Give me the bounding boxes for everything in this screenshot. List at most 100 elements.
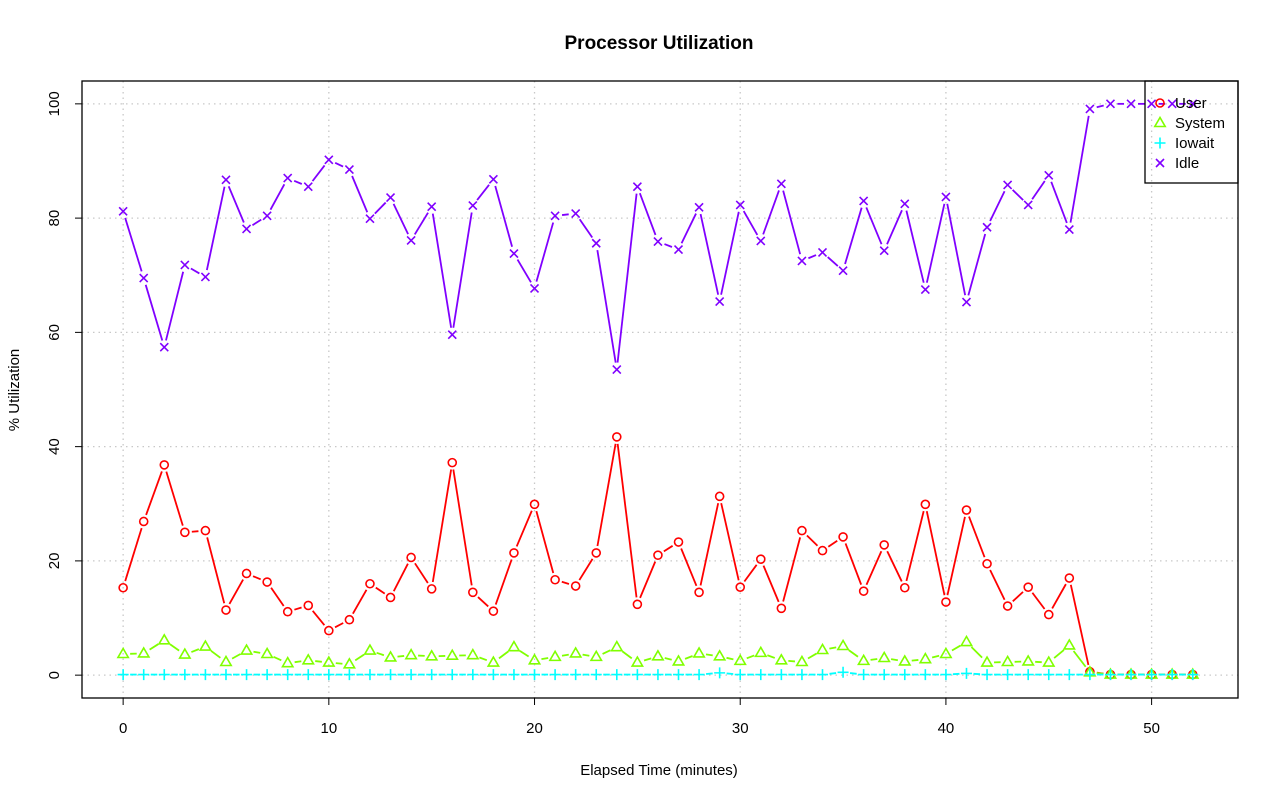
system-point — [178, 647, 192, 659]
user-line-segment — [616, 443, 638, 598]
system-point — [404, 648, 418, 660]
user-point — [365, 578, 375, 589]
idle-point — [180, 260, 190, 270]
system-line-segment — [253, 650, 261, 654]
system-point — [651, 649, 665, 661]
iowait-point — [241, 669, 253, 681]
idle-point — [920, 284, 930, 295]
user-line-segment — [1031, 592, 1046, 610]
idle-point — [776, 179, 786, 189]
idle-line-segment — [452, 212, 473, 328]
idle-point — [1147, 99, 1157, 109]
iowait-point — [1063, 669, 1075, 681]
iowait-point — [529, 669, 541, 681]
user-line-segment — [494, 559, 513, 605]
idle-line-segment — [124, 217, 143, 272]
user-line-segment — [392, 563, 409, 592]
system-point — [445, 648, 459, 661]
system-point — [1021, 654, 1035, 666]
system-point — [383, 650, 398, 662]
idle-line-segment — [946, 203, 967, 296]
user-line-segment — [228, 579, 244, 605]
x-tick-label: 30 — [732, 720, 749, 737]
user-point — [200, 525, 211, 536]
y-tick-label: 80 — [46, 210, 63, 227]
user-point — [838, 532, 848, 542]
iowait-point — [1187, 669, 1199, 681]
user-point — [118, 582, 128, 593]
iowait-point — [1043, 669, 1055, 681]
idle-line-segment — [616, 193, 638, 363]
iowait-point — [261, 669, 273, 681]
user-line-segment — [680, 548, 698, 587]
system-point — [671, 654, 686, 666]
system-point — [754, 645, 768, 658]
system-line-segment — [746, 654, 755, 660]
user-point — [509, 548, 519, 558]
idle-point — [488, 174, 498, 184]
idle-line-segment — [808, 254, 817, 260]
iowait-point — [899, 669, 911, 681]
iowait-line-segment — [726, 672, 734, 675]
user-line-segment — [578, 558, 594, 581]
legend-user-symbol — [1155, 98, 1165, 108]
user-point — [714, 491, 725, 502]
idle-line-segment — [967, 233, 987, 296]
idle-point — [365, 214, 375, 224]
user-line-segment — [515, 510, 533, 547]
user-line-segment — [886, 550, 903, 582]
iowait-point — [611, 669, 623, 681]
system-point — [342, 657, 356, 669]
iowait-point — [117, 669, 129, 681]
iowait-point — [837, 666, 849, 678]
x-tick-label: 40 — [938, 720, 955, 737]
system-line-segment — [376, 651, 385, 657]
idle-point — [941, 192, 951, 202]
iowait-point — [796, 669, 808, 681]
idle-line-segment — [351, 175, 369, 213]
system-point — [260, 646, 274, 659]
legend-idle-symbol — [1155, 158, 1165, 168]
idle-line-segment — [1012, 189, 1024, 201]
user-point — [941, 597, 951, 607]
y-axis-label: % Utilization — [6, 349, 23, 432]
y-tick-label: 60 — [46, 324, 63, 341]
idle-point — [550, 211, 560, 221]
idle-line-segment — [374, 201, 387, 215]
system-line-segment — [582, 653, 590, 657]
legend-system-label: System — [1175, 115, 1225, 132]
idle-point — [1188, 99, 1198, 109]
user-point — [138, 516, 149, 527]
idle-line-segment — [227, 185, 245, 223]
system-point — [589, 649, 603, 662]
iowait-point — [919, 669, 931, 681]
user-point — [344, 614, 355, 625]
iowait-point — [652, 669, 664, 681]
iowait-point — [570, 669, 582, 681]
chart-title: Processor Utilization — [565, 33, 754, 54]
y-tick-label: 0 — [46, 671, 63, 679]
system-line-segment — [726, 656, 734, 661]
user-point — [303, 600, 314, 611]
legend-idle-label: Idle — [1175, 155, 1199, 172]
idle-point — [612, 364, 622, 375]
idle-point — [324, 155, 334, 165]
user-point — [1064, 573, 1075, 583]
user-line-segment — [743, 564, 758, 583]
user-line-segment — [925, 510, 946, 596]
idle-line-segment — [535, 222, 555, 282]
idle-line-segment — [664, 243, 673, 248]
user-point — [426, 584, 437, 594]
idle-point — [509, 248, 519, 259]
user-point — [385, 592, 396, 603]
iowait-point — [343, 669, 355, 681]
x-axis: 0 10 20 30 40 50 — [119, 697, 1160, 737]
iowait-point — [302, 669, 314, 681]
user-point — [529, 499, 540, 510]
legend-iowait-symbol — [1154, 137, 1166, 149]
system-point — [239, 643, 254, 655]
system-point — [939, 646, 953, 659]
idle-point — [221, 175, 231, 185]
user-line-segment — [720, 502, 740, 581]
user-line-segment — [827, 540, 838, 548]
